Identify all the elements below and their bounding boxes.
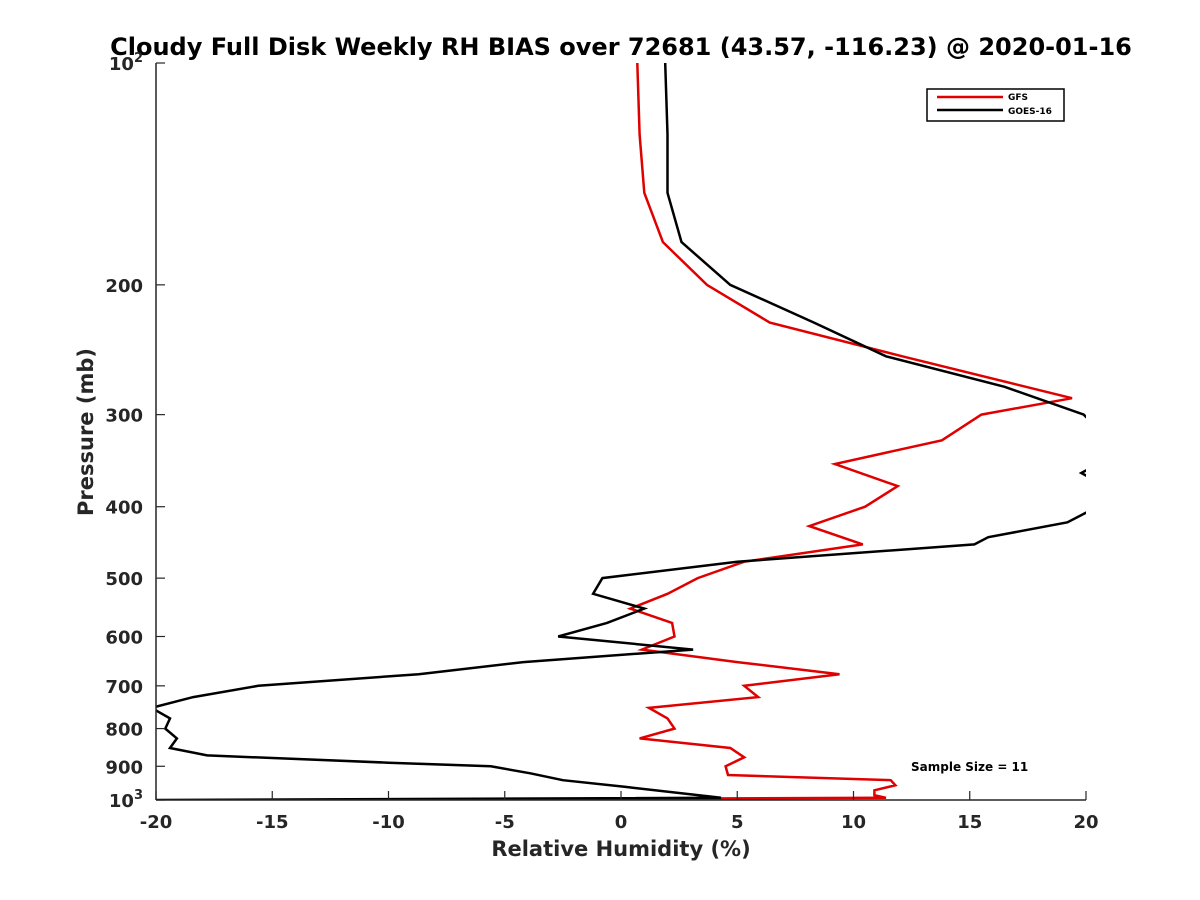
series-layer: [156, 63, 1086, 800]
y-tick-label: 103: [109, 788, 143, 812]
x-ticks: -20 -15 -10 -5 0 5 10 15 20: [140, 791, 1099, 833]
x-tick-label: -15: [256, 812, 289, 833]
y-tick-label: 600: [105, 627, 143, 648]
y-ticks: 102 200 300 400 500 600 700 800 900 103: [105, 51, 165, 812]
y-tick-label: 900: [105, 757, 143, 778]
y-tick-label: 102: [109, 51, 143, 75]
x-tick-label: 5: [731, 812, 744, 833]
x-tick-label: 0: [615, 812, 628, 833]
x-tick-label: -10: [372, 812, 405, 833]
y-tick-label: 800: [105, 720, 143, 741]
x-tick-label: -5: [495, 812, 515, 833]
x-tick-label: -20: [140, 812, 173, 833]
legend-label-gfs: GFS: [1008, 93, 1028, 103]
chart-title: Cloudy Full Disk Weekly RH BIAS over 726…: [110, 33, 1132, 61]
legend-label-goes16: GOES-16: [1008, 107, 1052, 117]
y-axis-label: Pressure (mb): [74, 348, 98, 516]
series-line-goes16: [156, 63, 1086, 800]
y-tick-label: 700: [105, 677, 143, 698]
y-tick-label: 300: [105, 406, 143, 427]
legend-box: [926, 88, 1065, 122]
x-axis-label: Relative Humidity (%): [491, 837, 750, 861]
y-tick-label: 200: [105, 276, 143, 297]
series-line-gfs: [330, 63, 1073, 800]
x-tick-label: 20: [1073, 812, 1098, 833]
y-tick-label: 400: [105, 498, 143, 519]
sample-size-annotation: Sample Size = 11: [911, 760, 1028, 774]
legend: GFS GOES-16: [926, 88, 1065, 122]
y-tick-label: 500: [105, 569, 143, 590]
x-tick-label: 15: [957, 812, 982, 833]
x-tick-label: 10: [841, 812, 866, 833]
